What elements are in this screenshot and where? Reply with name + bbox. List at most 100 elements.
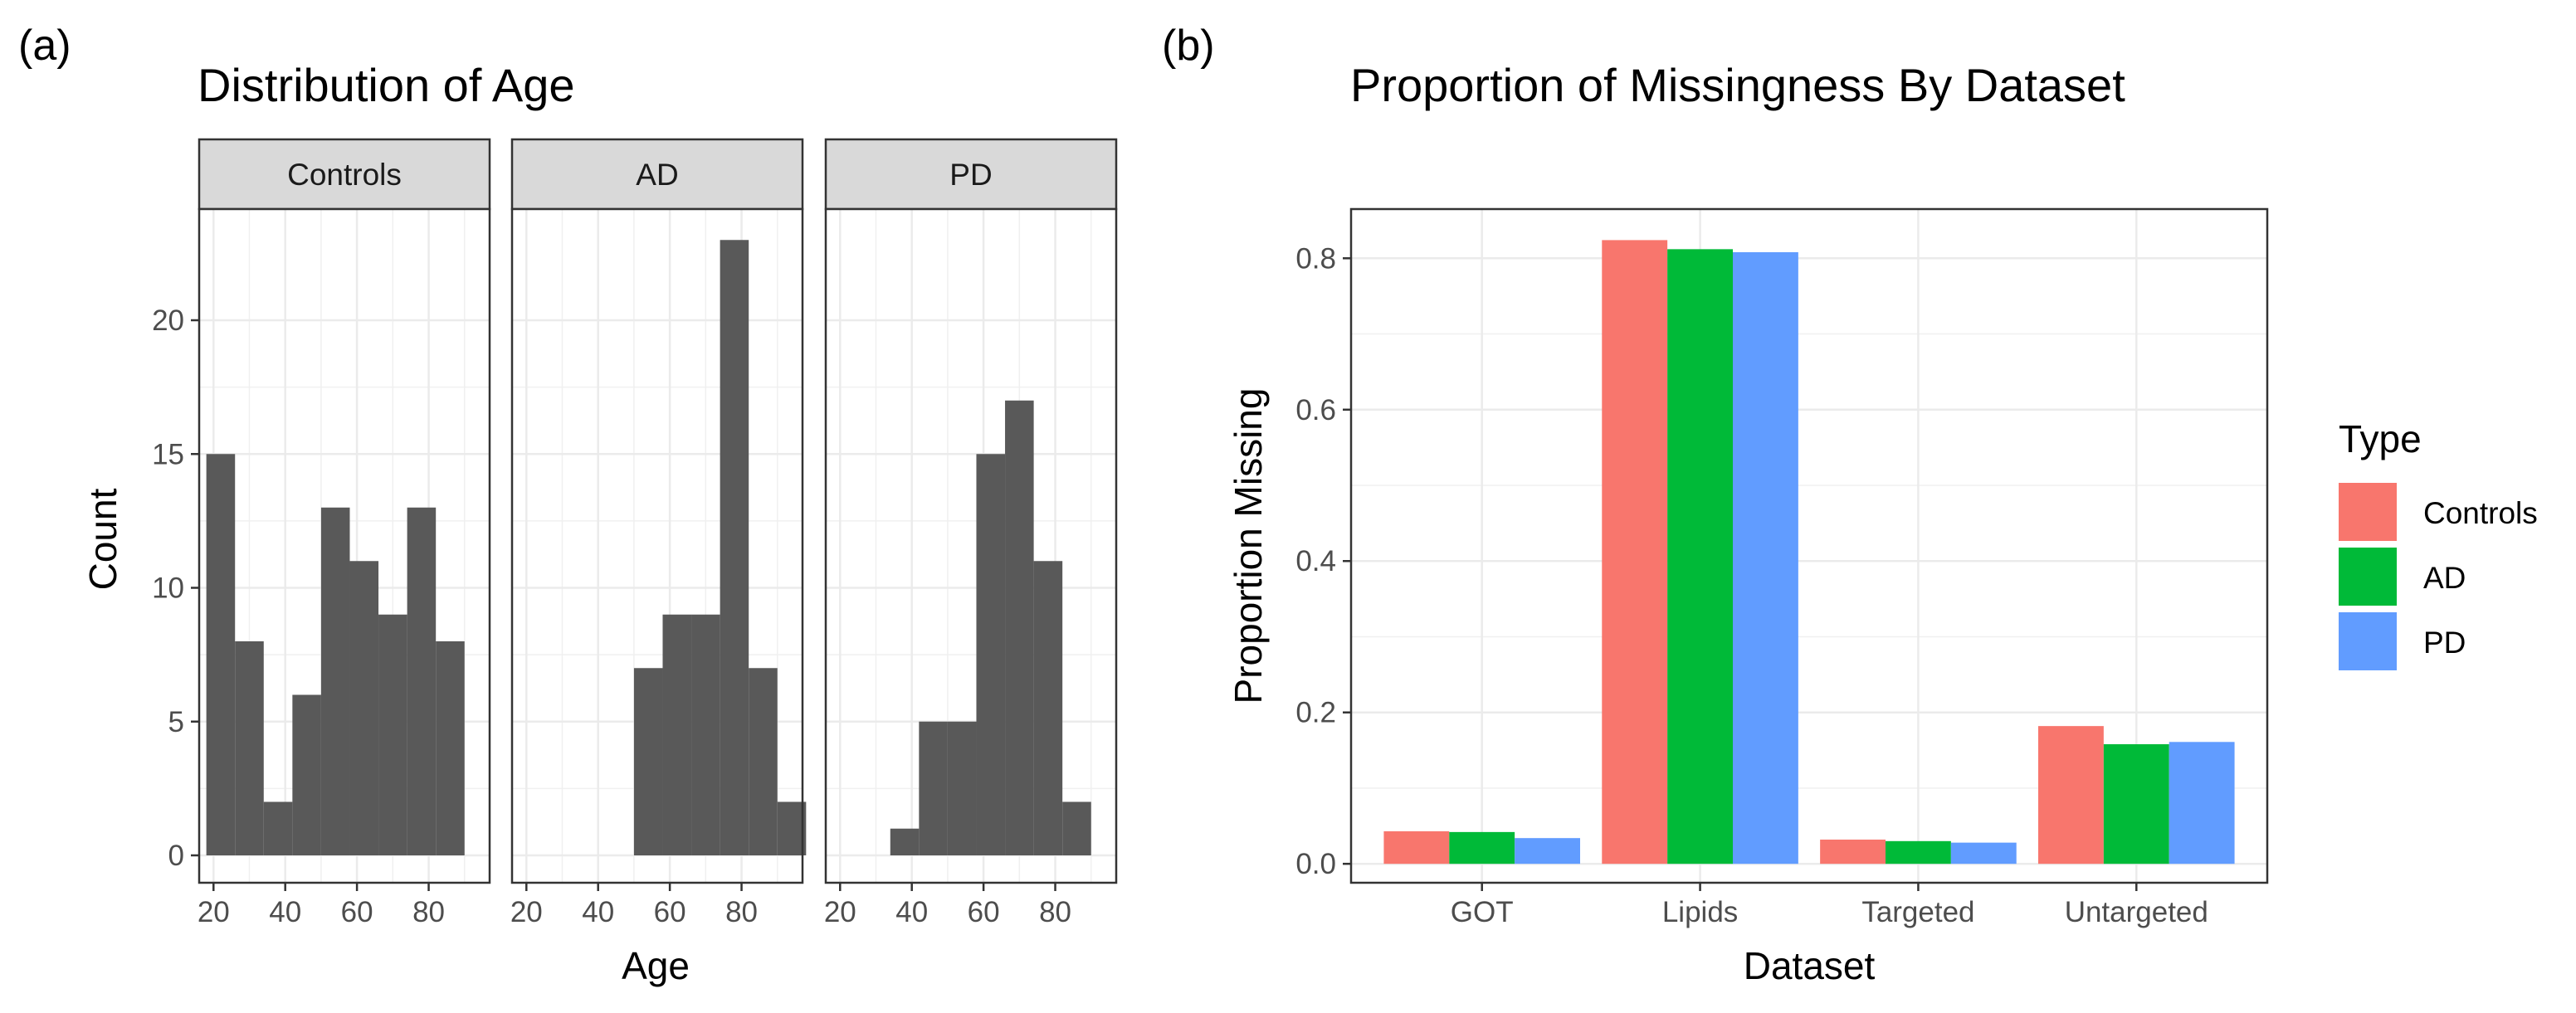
y-tick-label: 0.6 bbox=[1295, 394, 1336, 426]
x-tick-label: 80 bbox=[725, 896, 758, 928]
bar-ad-lipids bbox=[1667, 249, 1733, 864]
y-tick-label: 0.0 bbox=[1295, 848, 1336, 880]
histogram-bar-controls bbox=[292, 694, 321, 855]
panel-b: (b) Proportion of Missingness By Dataset… bbox=[1162, 22, 2538, 987]
bar-controls-lipids bbox=[1602, 240, 1668, 864]
y-tick-label: 0.2 bbox=[1295, 697, 1336, 729]
histogram-bar-pd bbox=[1062, 801, 1091, 855]
histogram-bar-controls bbox=[407, 507, 437, 855]
x-tick-label: 20 bbox=[510, 896, 543, 928]
histogram-bar-controls bbox=[235, 641, 264, 855]
x-tick-label: 40 bbox=[895, 896, 928, 928]
x-tick-label: 60 bbox=[654, 896, 686, 928]
legend-swatch-ad bbox=[2339, 548, 2397, 606]
histogram-bar-controls bbox=[206, 454, 236, 855]
histogram-bar-ad bbox=[662, 614, 692, 855]
panel-b-plot-border bbox=[1349, 207, 2269, 884]
histogram-bar-ad bbox=[777, 801, 807, 855]
panel-a-xlabel: Age bbox=[622, 944, 690, 987]
bar-pd-untargeted bbox=[2169, 742, 2235, 864]
facet-border-pd bbox=[824, 207, 1118, 884]
facet-panels: Controls 20 40 60 80 AD 20 40 60 80 PD 20 40 60 80 bbox=[198, 138, 1118, 928]
facet-border-controls bbox=[198, 207, 491, 884]
facet-panel-ad: AD 20 40 60 80 bbox=[510, 138, 807, 928]
x-tick-label: Targeted bbox=[1861, 896, 1974, 928]
histogram-bar-controls bbox=[436, 641, 465, 855]
histogram-bar-pd bbox=[1033, 561, 1063, 855]
legend-items: Controls AD PD bbox=[2339, 483, 2538, 670]
bar-pd-targeted bbox=[1950, 842, 2017, 864]
panel-b-bars bbox=[1383, 240, 2235, 864]
bar-ad-untargeted bbox=[2103, 744, 2169, 864]
legend-item-controls: Controls bbox=[2339, 483, 2538, 541]
legend-item-ad: AD bbox=[2339, 548, 2466, 606]
x-tick-label: GOT bbox=[1451, 896, 1514, 928]
facet-border-ad bbox=[510, 207, 804, 884]
histogram-bar-pd bbox=[976, 454, 1006, 855]
y-tick-label: 0.4 bbox=[1295, 545, 1336, 577]
x-tick-label: 80 bbox=[1039, 896, 1071, 928]
x-tick-label: 40 bbox=[269, 896, 301, 928]
x-tick-label: 80 bbox=[412, 896, 445, 928]
legend-title: Type bbox=[2339, 417, 2422, 460]
y-tick-label: 0 bbox=[168, 840, 184, 872]
histogram-bar-controls bbox=[263, 801, 293, 855]
legend: Type Controls AD PD bbox=[2339, 417, 2538, 670]
facet-panel-pd: PD 20 40 60 80 bbox=[824, 138, 1118, 928]
legend-item-pd: PD bbox=[2339, 612, 2466, 670]
facet-strip-controls bbox=[198, 138, 491, 211]
legend-swatch-pd bbox=[2339, 612, 2397, 670]
x-tick-label: 40 bbox=[582, 896, 614, 928]
histogram-bar-controls bbox=[320, 507, 350, 855]
panel-b-gridlines bbox=[1351, 209, 2267, 883]
facet-strip-label-pd: PD bbox=[949, 158, 992, 192]
histogram-bar-ad bbox=[633, 668, 663, 855]
y-tick-label: 10 bbox=[152, 572, 184, 605]
panel-a-y-axis: 0 5 10 15 20 bbox=[152, 304, 199, 872]
x-tick-label: Lipids bbox=[1662, 896, 1738, 928]
panel-a-title: Distribution of Age bbox=[198, 59, 574, 111]
panel-a: (a) Distribution of Age Controls 20 40 60 80… bbox=[18, 22, 1118, 987]
bar-pd-lipids bbox=[1733, 252, 1798, 864]
panel-b-xlabel: Dataset bbox=[1744, 944, 1876, 987]
panel-b-title: Proportion of Missingness By Dataset bbox=[1350, 59, 2125, 111]
histogram-bar-ad bbox=[720, 240, 749, 855]
panel-b-ylabel: Proportion Missing bbox=[1227, 388, 1270, 704]
panel-a-ylabel: Count bbox=[81, 488, 124, 590]
histogram-bar-ad bbox=[691, 614, 720, 855]
bar-controls-untargeted bbox=[2038, 726, 2104, 864]
bar-ad-got bbox=[1449, 831, 1515, 864]
histogram-bar-pd bbox=[947, 721, 977, 855]
panel-a-label: (a) bbox=[18, 22, 71, 70]
histogram-bar-controls bbox=[349, 561, 379, 855]
y-tick-label: 0.8 bbox=[1295, 242, 1336, 275]
legend-label-ad: AD bbox=[2423, 561, 2466, 595]
x-tick-label: Untargeted bbox=[2065, 896, 2208, 928]
x-tick-label: 60 bbox=[341, 896, 373, 928]
bar-controls-got bbox=[1383, 830, 1450, 864]
y-tick-label: 5 bbox=[168, 706, 184, 738]
panel-b-label: (b) bbox=[1162, 22, 1215, 70]
x-tick-label: 20 bbox=[824, 896, 856, 928]
bar-pd-got bbox=[1515, 838, 1580, 864]
histogram-bar-controls bbox=[378, 614, 407, 855]
panel-b-axes: 0.0 0.2 0.4 0.6 0.8 GOT Lipids Targeted Untarget… bbox=[1295, 242, 2208, 928]
facet-strip-ad bbox=[510, 138, 804, 211]
legend-label-controls: Controls bbox=[2423, 496, 2538, 530]
x-tick-label: 60 bbox=[968, 896, 1000, 928]
legend-swatch-controls bbox=[2339, 483, 2397, 541]
facet-panel-controls: Controls 20 40 60 80 bbox=[198, 138, 491, 928]
histogram-bar-ad bbox=[749, 668, 778, 855]
bar-controls-targeted bbox=[1820, 839, 1886, 864]
legend-label-pd: PD bbox=[2423, 626, 2466, 660]
histogram-bar-pd bbox=[919, 721, 948, 855]
x-tick-label: 20 bbox=[198, 896, 230, 928]
histogram-bar-pd bbox=[890, 828, 920, 855]
facet-strip-label-controls: Controls bbox=[287, 158, 402, 192]
y-tick-label: 15 bbox=[152, 438, 184, 470]
bar-ad-targeted bbox=[1886, 840, 1951, 864]
facet-strip-label-ad: AD bbox=[636, 158, 678, 192]
histogram-bar-pd bbox=[1005, 400, 1034, 855]
y-tick-label: 20 bbox=[152, 304, 184, 337]
